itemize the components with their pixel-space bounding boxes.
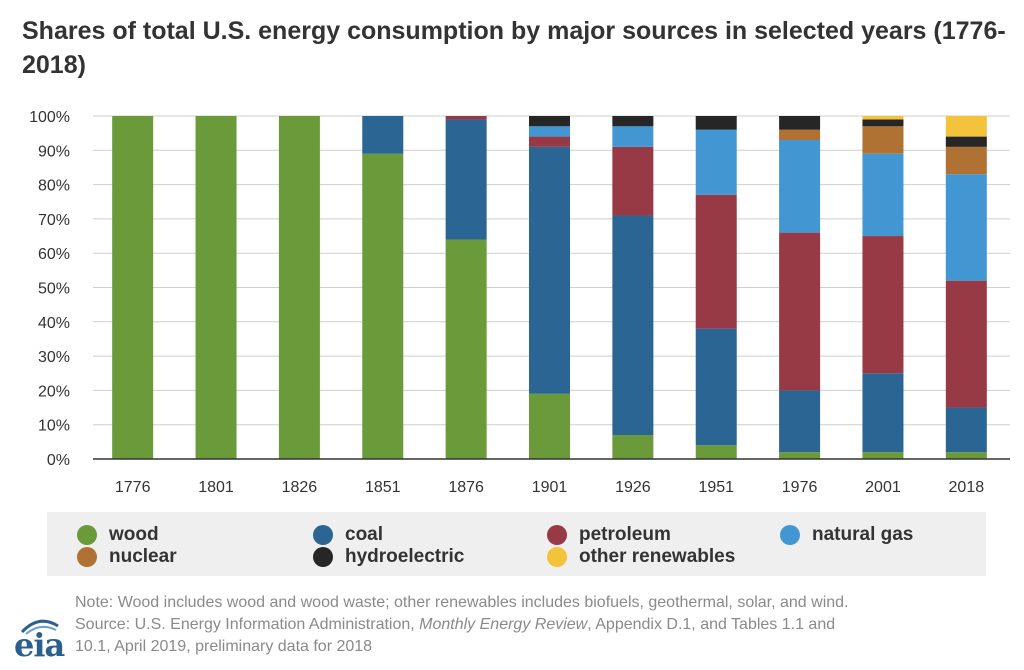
x-tick-label: 2001 — [865, 479, 901, 496]
legend-item-nuclear: nuclear — [77, 546, 177, 568]
bar-segment-hydroelectric — [612, 116, 654, 127]
source-prefix: Source: U.S. Energy Information Administ… — [75, 616, 420, 633]
bar-segment-coal — [529, 146, 570, 394]
y-tick-label: 0% — [47, 452, 70, 469]
stacked-bar-chart: 0% 10% 20% 30% 40% 50% 60% 70% 80% 90% 100% 1776 180… — [29, 109, 1010, 496]
bar-segment-petroleum — [779, 232, 821, 391]
bar-segment-wood — [278, 116, 320, 459]
bar-segment-natural-gas — [695, 129, 737, 195]
legend: wood coal petroleum natural gas nuclear hydro… — [47, 512, 986, 576]
y-tick-label: 30% — [38, 349, 70, 366]
x-tick-label: 1826 — [282, 479, 318, 496]
x-tick-label: 1951 — [698, 479, 734, 496]
legend-swatch-icon — [547, 525, 567, 545]
chart-title: Shares of total U.S. energy consumption … — [22, 17, 1006, 79]
bar-segment-wood — [779, 452, 821, 459]
bar-segment-hydroelectric — [779, 116, 821, 130]
y-tick-label: 60% — [38, 246, 70, 263]
bar-segment-coal — [945, 407, 987, 453]
bar-segment-wood — [695, 445, 737, 459]
bar-segment-nuclear — [862, 126, 904, 154]
chart-note: Note: Wood includes wood and wood waste;… — [75, 592, 1015, 658]
x-tick-label: 1901 — [532, 479, 568, 496]
bar-segment-natural-gas — [529, 126, 570, 137]
legend-label: natural gas — [812, 524, 914, 545]
y-tick-label: 20% — [38, 383, 70, 400]
legend-item-natural-gas: natural gas — [780, 524, 913, 546]
bar-segment-petroleum — [612, 146, 654, 216]
bar-segment-hydroelectric — [529, 116, 570, 127]
bar-segment-natural-gas — [862, 153, 904, 237]
bar-segment-wood — [445, 239, 487, 459]
source-line: Source: U.S. Energy Information Administ… — [75, 614, 1015, 636]
legend-item-coal: coal — [313, 524, 383, 546]
legend-label: petroleum — [579, 524, 671, 545]
bar-segment-coal — [612, 215, 654, 435]
bar-segment-coal — [862, 373, 904, 453]
legend-swatch-icon — [313, 547, 333, 567]
bar-segment-coal — [362, 116, 404, 154]
legend-label: wood — [109, 524, 159, 545]
bar-segment-wood — [112, 116, 154, 459]
legend-item-other-renewables: other renewables — [547, 546, 735, 568]
bar-segment-other-renewables — [862, 116, 904, 120]
bar-segment-wood — [362, 153, 404, 460]
bar-segment-petroleum — [529, 136, 570, 147]
bar-segment-nuclear — [945, 146, 987, 175]
legend-swatch-icon — [547, 547, 567, 567]
source-line-2: 10.1, April 2019, preliminary data for 2… — [75, 638, 373, 655]
bar-segment-wood — [529, 393, 570, 459]
legend-item-hydroelectric: hydroelectric — [313, 546, 464, 568]
legend-label: hydroelectric — [345, 546, 465, 567]
x-tick-label: 1851 — [365, 479, 401, 496]
eia-logo-text: eia — [14, 626, 65, 664]
y-tick-label: 90% — [38, 143, 70, 160]
source-title: Monthly Energy Review — [419, 616, 588, 633]
x-tick-label: 1876 — [448, 479, 484, 496]
y-tick-label: 70% — [38, 212, 70, 229]
x-tick-label: 1801 — [198, 479, 234, 496]
legend-swatch-icon — [313, 525, 333, 545]
bar-segment-petroleum — [695, 194, 737, 329]
legend-swatch-icon — [77, 547, 97, 567]
y-tick-label: 50% — [38, 281, 70, 298]
x-tick-label: 1976 — [782, 479, 818, 496]
bar-segment-wood — [945, 452, 987, 459]
bar-segment-coal — [445, 119, 487, 240]
bar-segment-hydroelectric — [945, 136, 987, 147]
bar-segment-hydroelectric — [862, 119, 904, 127]
y-tick-label: 100% — [29, 109, 70, 126]
bar-segment-natural-gas — [779, 140, 821, 233]
legend-label: other renewables — [579, 546, 736, 567]
bar-segment-nuclear — [779, 129, 821, 141]
bar-segment-coal — [779, 390, 821, 453]
source-suffix: , Appendix D.1, and Tables 1.1 and — [587, 616, 836, 633]
x-tick-label: 1926 — [615, 479, 651, 496]
legend-swatch-icon — [780, 525, 800, 545]
legend-swatch-icon — [77, 525, 97, 545]
note-line: Note: Wood includes wood and wood waste;… — [75, 594, 849, 611]
bar-segment-petroleum — [862, 236, 904, 374]
eia-logo: eia — [14, 612, 65, 664]
bar-segment-coal — [695, 328, 737, 446]
bar-segment-petroleum — [945, 280, 987, 408]
eia-logo-arc-icon — [20, 619, 59, 635]
x-tick-label: 1776 — [115, 479, 151, 496]
y-tick-label: 40% — [38, 315, 70, 332]
x-tick-label: 2018 — [949, 479, 985, 496]
bar-segment-natural-gas — [612, 126, 654, 147]
legend-label: nuclear — [109, 546, 177, 567]
bar-segment-natural-gas — [945, 174, 987, 281]
legend-item-petroleum: petroleum — [547, 524, 671, 546]
y-tick-label: 80% — [38, 178, 70, 195]
bar-segment-wood — [195, 116, 237, 459]
y-tick-label: 10% — [38, 418, 70, 435]
legend-label: coal — [345, 524, 384, 545]
bar-segment-wood — [862, 452, 904, 459]
legend-item-wood: wood — [77, 524, 159, 546]
bar-segment-other-renewables — [945, 116, 987, 137]
bar-segment-wood — [612, 434, 654, 459]
bar-segment-petroleum — [445, 116, 487, 120]
bar-segment-hydroelectric — [695, 116, 737, 130]
